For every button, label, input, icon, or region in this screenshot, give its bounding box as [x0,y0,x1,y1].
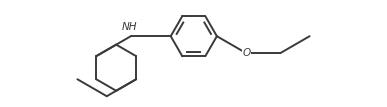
Text: NH: NH [121,22,137,32]
Text: O: O [242,48,250,58]
